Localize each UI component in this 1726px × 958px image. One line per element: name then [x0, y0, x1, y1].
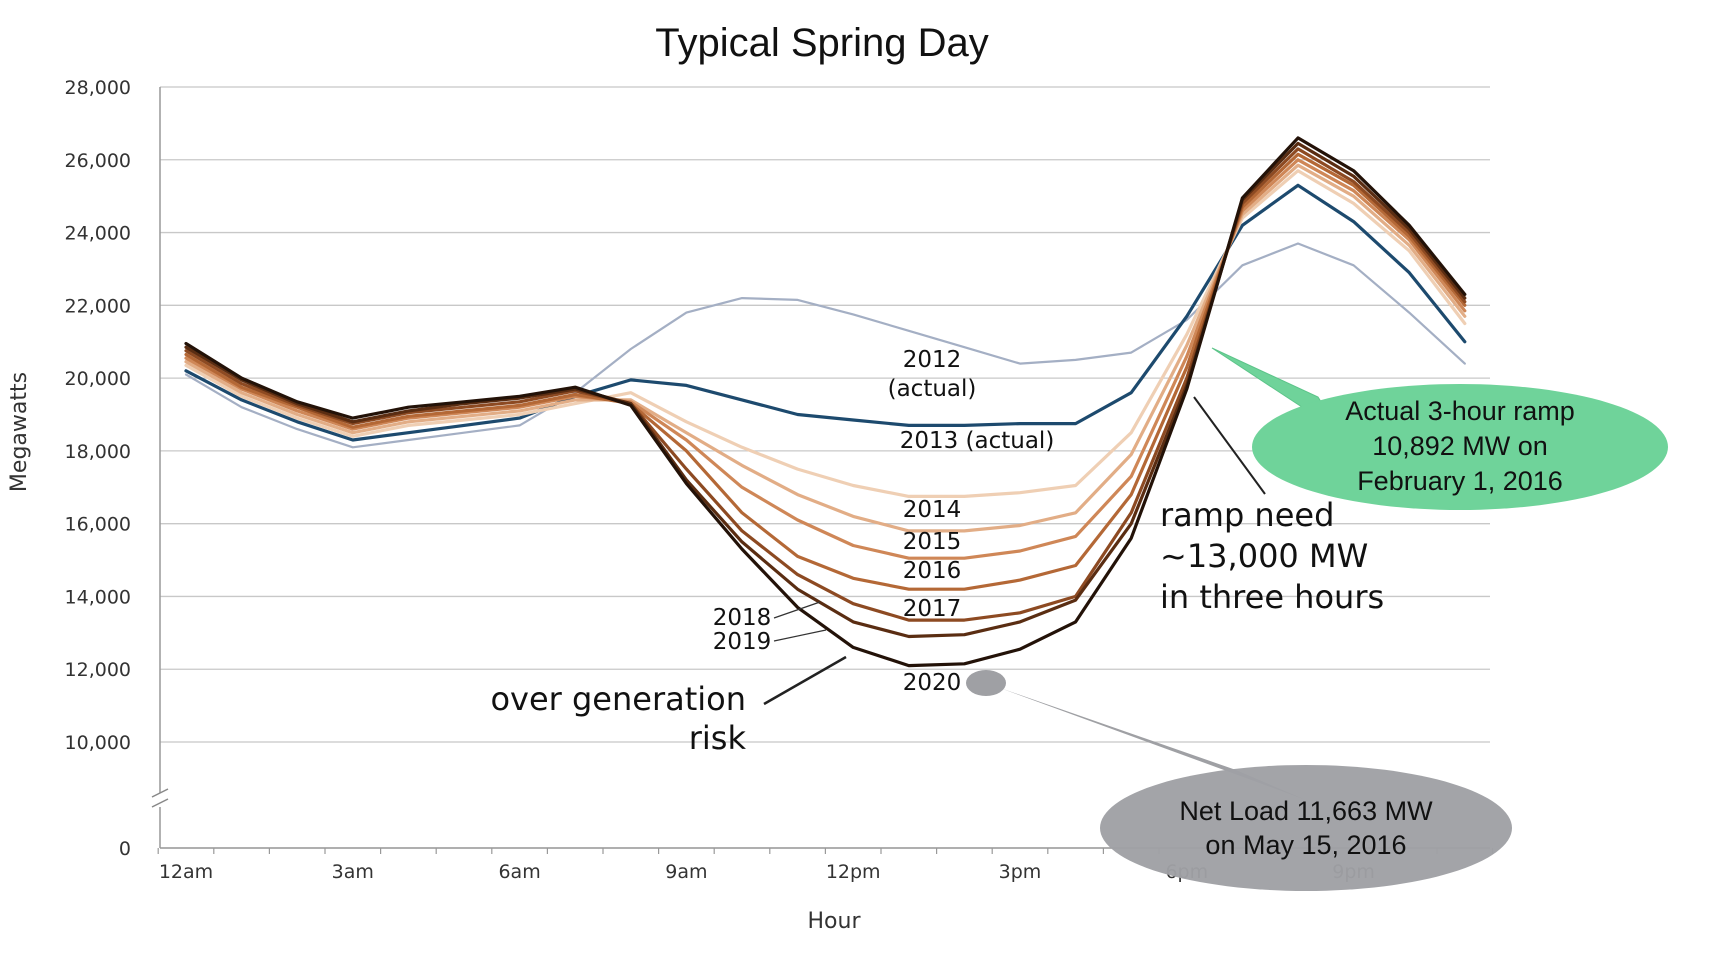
series-labels: 2012 (actual) 2013 (actual) 2014 2015 20… — [713, 347, 1055, 696]
x-tick-9am: 9am — [665, 861, 707, 883]
x-tick-12am: 12am — [159, 861, 213, 883]
x-tick-3am: 3am — [332, 861, 374, 883]
netload-callout-line-2: on May 15, 2016 — [1205, 830, 1406, 860]
label-2013: 2013 (actual) — [900, 428, 1055, 454]
ramp-callout-line-3: February 1, 2016 — [1357, 466, 1563, 496]
series-line-0 — [184, 242, 1466, 449]
label-2017: 2017 — [903, 596, 962, 622]
ramp-callout-line-1: Actual 3-hour ramp — [1345, 396, 1575, 426]
netload-callout-line-1: Net Load 11,663 MW — [1179, 796, 1433, 826]
x-tick-6am: 6am — [498, 861, 540, 883]
label-2015: 2015 — [903, 529, 962, 555]
y-tick-12000: 12,000 — [65, 659, 131, 681]
ramp-callout-line-2: 10,892 MW on — [1372, 431, 1548, 461]
series-line-3 — [184, 163, 1467, 533]
label-2020: 2020 — [903, 670, 962, 696]
series-line-7 — [184, 141, 1467, 639]
series-line-5 — [184, 152, 1467, 591]
chart-title: Typical Spring Day — [655, 21, 988, 65]
label-2012: 2012 — [903, 347, 962, 373]
y-tick-10000: 10,000 — [65, 732, 131, 754]
y-tick-22000: 22,000 — [65, 295, 131, 317]
netload-callout-ellipse — [1100, 765, 1512, 891]
overgen-annotation: over generation risk — [490, 655, 847, 757]
x-axis-label: Hour — [808, 909, 862, 934]
label-2016: 2016 — [903, 558, 962, 584]
y-tick-16000: 16,000 — [65, 514, 131, 536]
ramp-callout-ellipse — [1252, 384, 1668, 510]
axis-break-mark-2 — [151, 798, 169, 808]
label-2018: 2018 — [713, 605, 772, 631]
axis-break-mark-1 — [151, 788, 169, 798]
y-tick-20000: 20,000 — [65, 368, 131, 390]
y-tick-0: 0 — [119, 838, 131, 860]
ramp-line-2: ~13,000 MW — [1160, 537, 1368, 575]
ramp-line-3: in three hours — [1160, 578, 1384, 616]
label-2019: 2019 — [713, 629, 772, 655]
ramp-callout: Actual 3-hour ramp 10,892 MW on February… — [1211, 347, 1668, 510]
ramp-need-annotation: ramp need ~13,000 MW in three hours — [1160, 396, 1384, 616]
overgen-line-2: risk — [689, 719, 747, 757]
series-line-4 — [184, 158, 1467, 560]
netload-marker — [966, 670, 1006, 696]
series-lines — [184, 136, 1467, 668]
leader-2018 — [773, 601, 821, 619]
label-2012-actual: (actual) — [888, 376, 977, 402]
ramp-pointer — [1193, 396, 1266, 495]
netload-callout: Net Load 11,663 MW on May 15, 2016 — [966, 670, 1512, 891]
y-tick-14000: 14,000 — [65, 586, 131, 608]
y-tick-24000: 24,000 — [65, 223, 131, 245]
overgen-pointer — [763, 655, 847, 706]
y-axis-label: Megawatts — [7, 372, 32, 492]
label-2014: 2014 — [903, 497, 962, 523]
x-tick-12pm: 12pm — [826, 861, 881, 883]
series-line-2 — [184, 169, 1467, 498]
overgen-line-1: over generation — [490, 680, 746, 718]
y-tick-28000: 28,000 — [65, 77, 131, 99]
series-line-8 — [184, 136, 1467, 668]
series-line-6 — [184, 147, 1467, 622]
y-tick-labels: 28,000 26,000 24,000 22,000 20,000 18,000 16,0… — [65, 77, 131, 860]
x-tick-3pm: 3pm — [999, 861, 1042, 883]
ramp-line-1: ramp need — [1160, 496, 1334, 534]
series-line-1 — [184, 183, 1467, 442]
y-tick-18000: 18,000 — [65, 441, 131, 463]
leader-2019 — [773, 629, 827, 642]
y-tick-26000: 26,000 — [65, 150, 131, 172]
